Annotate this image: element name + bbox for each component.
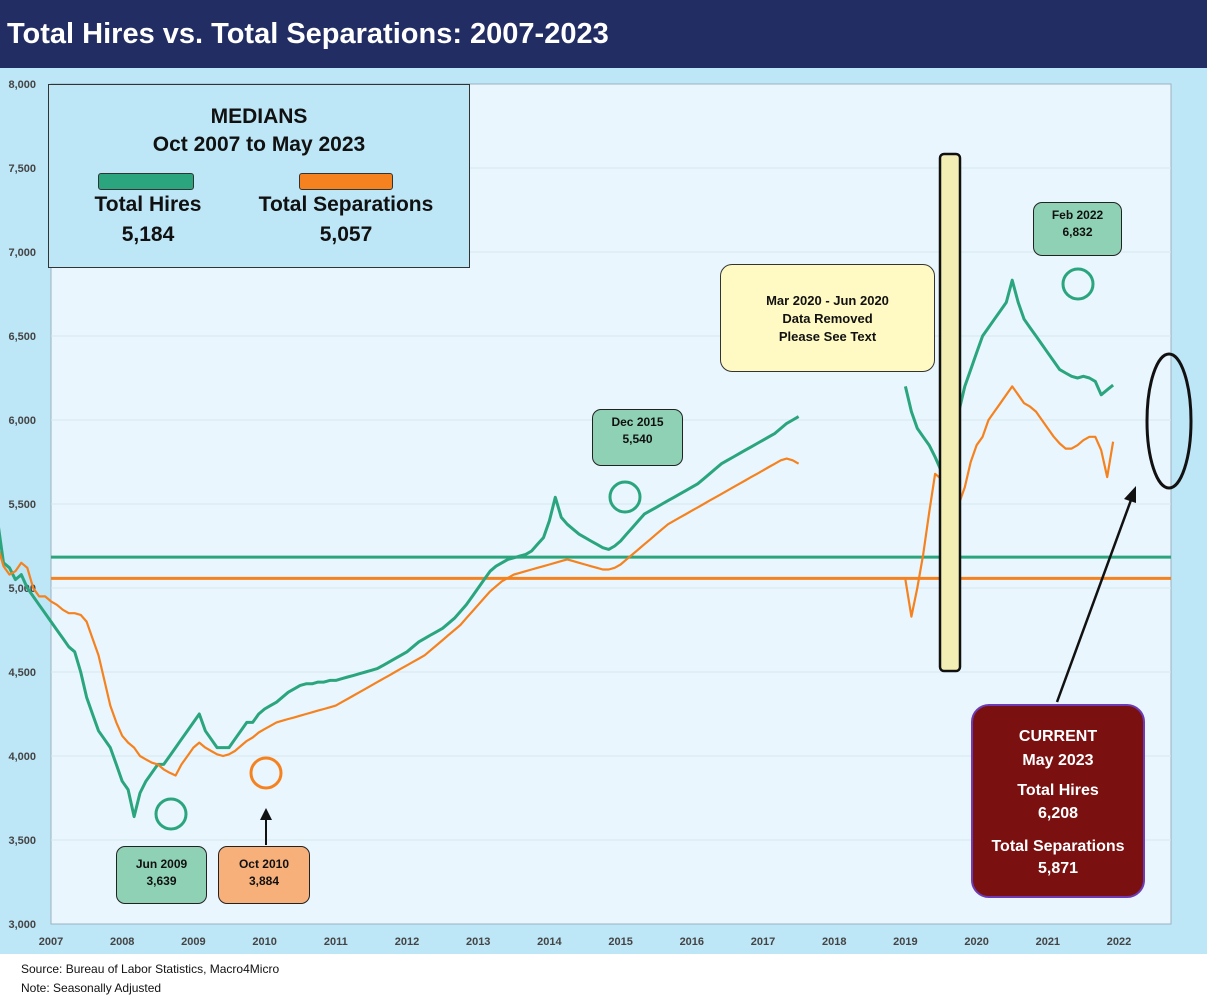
x-tick-label: 2020 xyxy=(964,936,988,948)
y-tick-label: 7,500 xyxy=(8,163,36,175)
y-tick-label: 6,500 xyxy=(8,331,36,343)
arrowhead-oct2010 xyxy=(260,808,272,820)
series-line-hires-0 xyxy=(0,415,800,819)
separations-legend-swatch xyxy=(299,173,393,190)
arrowhead-current xyxy=(1124,486,1136,503)
x-tick-label: 2019 xyxy=(893,936,917,948)
medians-hires-value: 5,184 xyxy=(121,223,175,246)
current-date: May 2023 xyxy=(1022,752,1094,769)
x-tick-label: 2007 xyxy=(39,936,63,948)
current-heading: CURRENT xyxy=(1018,728,1098,745)
callout-oct2010-value: 3,884 xyxy=(248,874,280,888)
circle-marker-dec2015 xyxy=(608,480,642,514)
x-tick-label: 2014 xyxy=(537,936,562,948)
chart-title: Total Hires vs. Total Separations: 2007-… xyxy=(7,18,609,50)
circle-marker-feb2022 xyxy=(1061,267,1095,301)
x-tick-label: 2021 xyxy=(1036,936,1060,948)
x-tick-label: 2022 xyxy=(1107,936,1131,948)
x-tick-label: 2010 xyxy=(252,936,276,948)
x-axis-ticks: 2007 2008 2009 2010 2011 2012 2013 2014 2015 2016… xyxy=(39,936,1132,948)
covid-note-line3: Please See Text xyxy=(778,329,877,344)
y-tick-label: 4,500 xyxy=(8,667,36,679)
y-tick-label: 3,500 xyxy=(8,835,36,847)
callout-feb2022-value: 6,832 xyxy=(1062,225,1093,239)
medians-box: MEDIANS Oct 2007 to May 2023 Total Hires… xyxy=(48,84,470,268)
arrow-current xyxy=(1055,499,1133,703)
x-tick-label: 2016 xyxy=(680,936,704,948)
callout-dec2015-label: Dec 2015 xyxy=(611,415,664,429)
y-tick-label: 6,000 xyxy=(8,415,36,427)
circle-marker-jun2009 xyxy=(154,797,188,831)
x-tick-label: 2011 xyxy=(324,936,348,948)
x-tick-label: 2008 xyxy=(110,936,134,948)
x-tick-label: 2018 xyxy=(822,936,846,948)
callout-jun2009-label: Jun 2009 xyxy=(135,857,188,871)
x-tick-label: 2012 xyxy=(395,936,419,948)
callout-dec2015: Dec 2015 5,540 xyxy=(592,409,683,466)
current-separations-value: 5,871 xyxy=(1037,860,1079,877)
x-tick-label: 2017 xyxy=(751,936,775,948)
current-hires-value: 6,208 xyxy=(1037,805,1079,822)
callout-feb2022-label: Feb 2022 xyxy=(1051,208,1104,222)
circle-marker-oct2010 xyxy=(249,756,283,790)
current-hires-label: Total Hires xyxy=(1017,782,1099,799)
covid-note-box: Mar 2020 - Jun 2020 Data Removed Please … xyxy=(720,264,935,372)
x-tick-label: 2013 xyxy=(466,936,490,948)
y-tick-label: 4,000 xyxy=(8,751,36,763)
seasonal-note: Note: Seasonally Adjusted xyxy=(21,981,162,995)
callout-jun2009: Jun 2009 3,639 xyxy=(116,846,207,904)
callout-oct2010: Oct 2010 3,884 xyxy=(218,846,310,904)
y-tick-label: 5,500 xyxy=(8,499,36,511)
covid-note-line1: Mar 2020 - Jun 2020 xyxy=(766,293,889,308)
hires-legend-swatch xyxy=(98,173,194,190)
medians-separations-value: 5,057 xyxy=(319,223,373,246)
source-note: Source: Bureau of Labor Statistics, Macr… xyxy=(21,962,280,976)
x-tick-label: 2015 xyxy=(608,936,632,948)
medians-period: Oct 2007 to May 2023 xyxy=(152,133,366,156)
title-bar: Total Hires vs. Total Separations: 2007-… xyxy=(0,0,1207,68)
current-separations-label: Total Separations xyxy=(991,838,1125,855)
series-line-separations-0 xyxy=(0,457,800,777)
y-tick-label: 3,000 xyxy=(8,919,36,931)
current-values-box: CURRENT May 2023 Total Hires 6,208 Total… xyxy=(971,704,1145,898)
covid-note-line2: Data Removed xyxy=(782,311,873,326)
callout-feb2022: Feb 2022 6,832 xyxy=(1033,202,1122,256)
x-tick-label: 2009 xyxy=(181,936,205,948)
callout-oct2010-label: Oct 2010 xyxy=(238,857,290,871)
current-ellipse-marker xyxy=(1145,352,1193,490)
y-axis-ticks: 3,0003,5004,0004,5005,0005,5006,0006,500… xyxy=(8,79,36,931)
y-tick-label: 7,000 xyxy=(8,247,36,259)
data-gap-bar xyxy=(938,152,962,673)
callout-jun2009-value: 3,639 xyxy=(146,874,177,888)
callout-dec2015-value: 5,540 xyxy=(622,432,653,446)
medians-hires-label: Total Hires xyxy=(94,193,202,216)
medians-separations-label: Total Separations xyxy=(258,193,434,216)
medians-heading: MEDIANS xyxy=(210,105,308,128)
y-tick-label: 8,000 xyxy=(8,79,36,91)
